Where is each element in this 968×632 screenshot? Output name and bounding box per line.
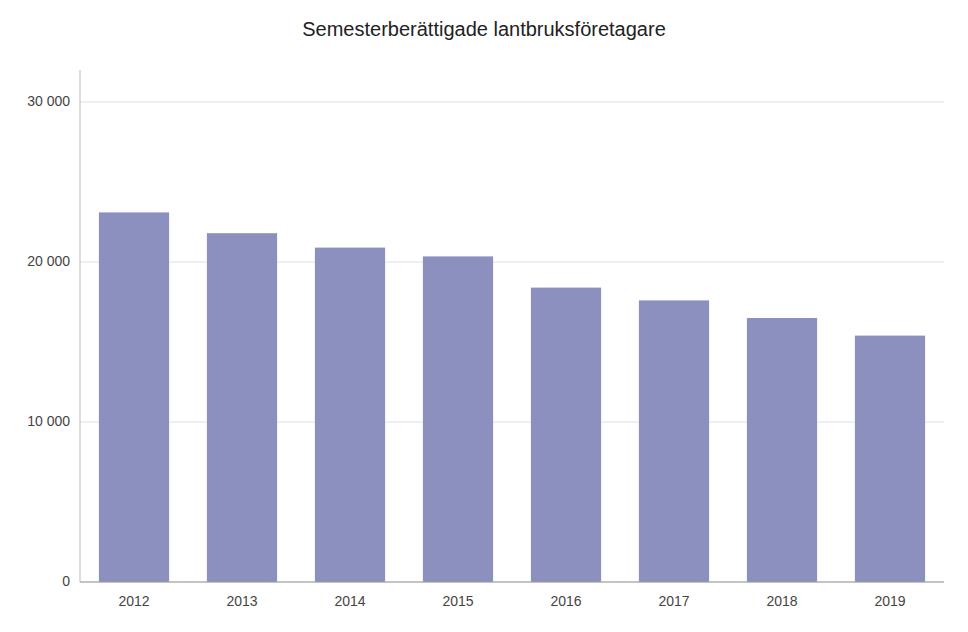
x-tick-label: 2012 <box>118 593 149 609</box>
x-tick-label: 2015 <box>442 593 473 609</box>
x-axis: 2012 2013 2014 2015 2016 2017 2018 2019 <box>80 582 944 609</box>
bar <box>99 212 169 582</box>
page: {"chart_data": {"type": "bar", "title": … <box>0 0 968 632</box>
chart-container: Semesterberättigade lantbruksföretagare 0… <box>0 0 968 632</box>
y-tick-label: 30 000 <box>27 93 70 109</box>
grid <box>80 102 944 582</box>
x-tick-label: 2017 <box>658 593 689 609</box>
y-axis: 0 10 000 20 000 30 000 <box>27 70 80 589</box>
x-tick-label: 2018 <box>766 593 797 609</box>
chart-svg: Semesterberättigade lantbruksföretagare 0… <box>0 0 968 632</box>
x-tick-label: 2014 <box>334 593 365 609</box>
bar <box>639 300 709 582</box>
bar <box>315 248 385 582</box>
grid-line <box>80 582 944 583</box>
bar <box>855 336 925 582</box>
bars <box>99 212 925 582</box>
bar <box>531 288 601 582</box>
bar <box>423 256 493 582</box>
y-tick-label: 0 <box>62 573 70 589</box>
title: Semesterberättigade lantbruksföretagare <box>302 18 666 40</box>
x-tick-label: 2013 <box>226 593 257 609</box>
y-axis-line <box>80 70 81 582</box>
x-tick-label: 2016 <box>550 593 581 609</box>
bar <box>747 318 817 582</box>
x-tick-label: 2019 <box>874 593 905 609</box>
y-tick-label: 20 000 <box>27 253 70 269</box>
bar <box>207 233 277 582</box>
grid-line <box>80 102 944 103</box>
x-axis-line <box>80 582 944 583</box>
y-tick-label: 10 000 <box>27 413 70 429</box>
